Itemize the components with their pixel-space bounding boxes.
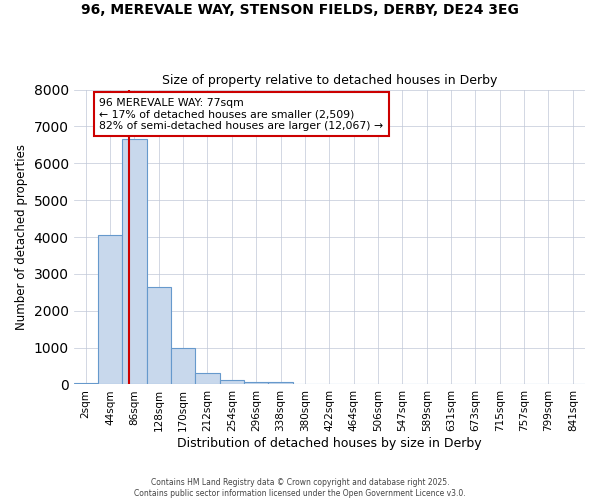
Bar [74, 382, 98, 384]
Bar [196, 372, 220, 384]
Bar [268, 382, 293, 384]
Y-axis label: Number of detached properties: Number of detached properties [15, 144, 28, 330]
Bar [171, 348, 196, 385]
Bar [122, 140, 146, 384]
Bar [244, 382, 268, 384]
Text: 96 MEREVALE WAY: 77sqm
← 17% of detached houses are smaller (2,509)
82% of semi-: 96 MEREVALE WAY: 77sqm ← 17% of detached… [99, 98, 383, 131]
Bar [98, 235, 122, 384]
Text: Contains HM Land Registry data © Crown copyright and database right 2025.
Contai: Contains HM Land Registry data © Crown c… [134, 478, 466, 498]
Text: 96, MEREVALE WAY, STENSON FIELDS, DERBY, DE24 3EG: 96, MEREVALE WAY, STENSON FIELDS, DERBY,… [81, 2, 519, 16]
Bar [220, 380, 244, 384]
X-axis label: Distribution of detached houses by size in Derby: Distribution of detached houses by size … [177, 437, 482, 450]
Title: Size of property relative to detached houses in Derby: Size of property relative to detached ho… [161, 74, 497, 87]
Bar [146, 287, 171, 384]
